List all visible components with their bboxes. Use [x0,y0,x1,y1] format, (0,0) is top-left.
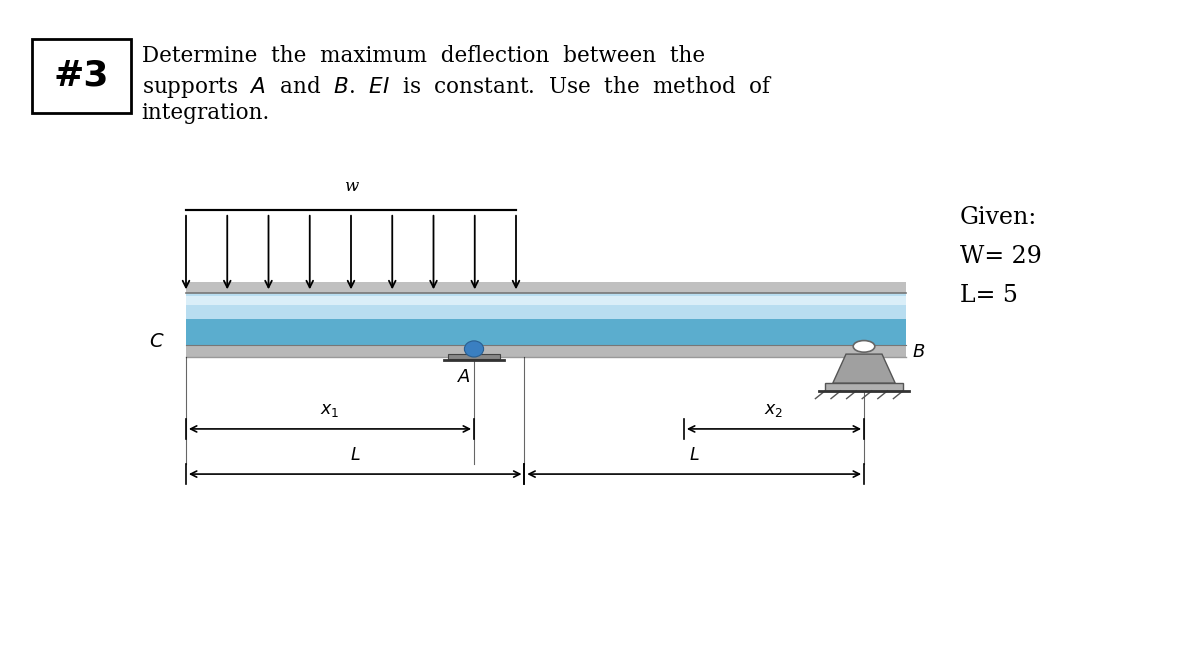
Bar [186,345,906,357]
FancyBboxPatch shape [32,39,131,113]
Text: $x_2$: $x_2$ [764,402,784,419]
Bar [186,282,906,293]
Text: $C$: $C$ [149,333,164,351]
Circle shape [853,341,875,352]
Ellipse shape [464,341,484,357]
Text: Determine  the  maximum  deflection  between  the: Determine the maximum deflection between… [142,45,704,67]
Bar [448,354,500,359]
Text: $A$: $A$ [457,368,472,386]
Bar [186,319,906,345]
Text: w: w [344,179,358,195]
Text: integration.: integration. [142,102,270,124]
Bar [186,293,906,319]
Text: $B$: $B$ [912,342,925,361]
Text: $x_1$: $x_1$ [320,402,340,419]
Text: W= 29: W= 29 [960,245,1042,268]
Text: $L$: $L$ [350,447,360,464]
Bar [826,383,904,391]
Polygon shape [833,354,895,383]
Text: L= 5: L= 5 [960,284,1018,307]
Text: Given:: Given: [960,206,1037,230]
Text: supports  $A$  and  $B$.  $EI$  is  constant.  Use  the  method  of: supports $A$ and $B$. $EI$ is constant. … [142,74,773,99]
Bar [186,296,906,305]
Text: #3: #3 [54,59,109,92]
Text: $L$: $L$ [689,447,700,464]
